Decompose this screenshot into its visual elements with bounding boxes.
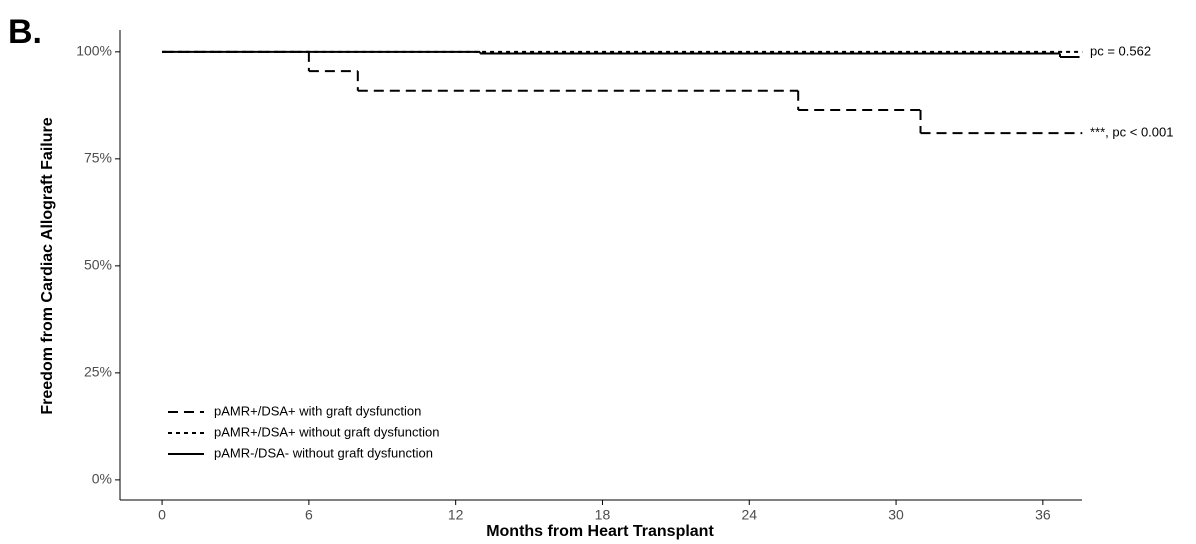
legend-label: pAMR+/DSA+ without graft dysfunction xyxy=(214,424,439,439)
x-tick-label: 12 xyxy=(448,507,464,523)
x-axis-label: Months from Heart Transplant xyxy=(486,523,714,540)
y-tick-label: 0% xyxy=(92,471,112,487)
y-tick-label: 25% xyxy=(84,364,112,380)
x-tick-label: 30 xyxy=(888,507,904,523)
legend-label: pAMR-/DSA- without graft dysfunction xyxy=(214,445,433,460)
annotation: pc = 0.562 xyxy=(1090,43,1151,58)
annotation: ***, pc < 0.001 xyxy=(1090,125,1173,140)
x-tick-label: 24 xyxy=(741,507,757,523)
y-tick-label: 50% xyxy=(84,257,112,273)
x-tick-label: 6 xyxy=(305,507,313,523)
x-tick-label: 18 xyxy=(595,507,611,523)
x-tick-label: 0 xyxy=(158,507,166,523)
y-axis-label: Freedom from Cardiac Allograft Failure xyxy=(39,117,56,414)
legend-label: pAMR+/DSA+ with graft dysfunction xyxy=(214,403,421,418)
panel-label: B. xyxy=(8,13,42,51)
y-tick-label: 75% xyxy=(84,150,112,166)
x-tick-label: 36 xyxy=(1035,507,1051,523)
y-tick-label: 100% xyxy=(76,43,112,59)
